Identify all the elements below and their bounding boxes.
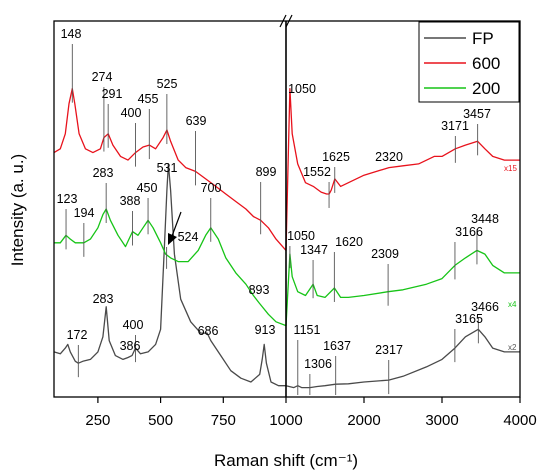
peak-label-fp-1151: 1151 <box>294 323 321 337</box>
scale-label-200: x4 <box>508 300 517 309</box>
peak-label-600-525: 525 <box>157 77 178 91</box>
peak-label-fp-3165: 3165 <box>455 312 483 326</box>
peak-label-fp-686: 686 <box>198 324 219 338</box>
peak-label-fp-3466: 3466 <box>471 300 499 314</box>
peak-label-600-3457: 3457 <box>463 107 491 121</box>
legend-label-200: 200 <box>472 79 500 98</box>
scale-label-fp: x2 <box>508 343 517 352</box>
scale-label-600: x15 <box>504 164 517 173</box>
series-line-fp <box>53 163 520 389</box>
x-axis-title: Raman shift (cm⁻¹) <box>214 451 358 470</box>
peak-label-600-2320: 2320 <box>375 150 403 164</box>
x-tick-label-0-250: 250 <box>85 412 110 429</box>
peak-label-200-3448: 3448 <box>471 212 499 226</box>
peak-label-fp-531: 531 <box>157 161 178 175</box>
series-layer <box>53 88 520 389</box>
peak-label-200-1620: 1620 <box>335 235 363 249</box>
arrow-531 <box>168 211 182 245</box>
legend-label-600: 600 <box>472 54 500 73</box>
x-tick-label-1-4000: 4000 <box>503 412 536 429</box>
peak-marker-layer <box>65 44 479 395</box>
peak-label-600-1552: 1552 <box>303 165 331 179</box>
peak-label-fp-172: 172 <box>67 328 88 342</box>
peak-label-600-455: 455 <box>138 92 159 106</box>
x-tick-label-0-500: 500 <box>148 412 173 429</box>
axis-break-mark <box>279 14 293 28</box>
peak-label-200-283: 283 <box>93 166 114 180</box>
peak-label-200-2309: 2309 <box>371 247 399 261</box>
peak-label-fp-386: 386 <box>120 339 141 353</box>
peak-label-200-1050: 1050 <box>287 229 315 243</box>
peak-label-600-400: 400 <box>121 106 142 120</box>
legend: FP 600 200 <box>418 21 520 103</box>
peak-label-fp-2317: 2317 <box>375 343 403 357</box>
peak-label-600-1050: 1050 <box>288 82 316 96</box>
peak-label-200-194: 194 <box>74 206 95 220</box>
peak-label-200-3166: 3166 <box>455 225 483 239</box>
peak-label-600-899: 899 <box>256 165 277 179</box>
peak-label-200-700: 700 <box>201 181 222 195</box>
peak-label-600-274: 274 <box>92 70 113 84</box>
peak-label-200-123: 123 <box>57 192 78 206</box>
tick-layer: 250 500 750 1000 2000 3000 4000 <box>85 397 537 429</box>
series-line-600 <box>53 88 520 252</box>
peak-label-600-3171: 3171 <box>441 119 469 133</box>
legend-label-fp: FP <box>472 29 494 48</box>
peak-label-600-639: 639 <box>186 114 207 128</box>
peak-label-200-1347: 1347 <box>300 243 328 257</box>
peak-label-600-148: 148 <box>61 27 82 41</box>
peak-label-600-1625: 1625 <box>322 150 350 164</box>
peak-label-fp-400: 400 <box>123 318 144 332</box>
x-tick-label-1-2000: 2000 <box>347 412 380 429</box>
peak-label-200-388: 388 <box>120 194 141 208</box>
plot-frame <box>53 20 521 398</box>
peak-label-fp-913: 913 <box>255 323 276 337</box>
legend-box <box>418 21 520 103</box>
peak-label-fp-1637: 1637 <box>323 339 351 353</box>
y-axis-title: Intensity (a. u.) <box>8 154 27 266</box>
peak-label-200-524: 524 <box>178 230 199 244</box>
x-tick-label-0-1000: 1000 <box>269 412 302 429</box>
peak-label-200-450: 450 <box>137 181 158 195</box>
peak-label-600-291: 291 <box>102 87 123 101</box>
peak-label-200-893: 893 <box>249 283 270 297</box>
series-line-200 <box>54 208 520 327</box>
peak-label-fp-1306: 1306 <box>304 357 332 371</box>
x-tick-label-0-750: 750 <box>211 412 236 429</box>
x-tick-label-1-3000: 3000 <box>425 412 458 429</box>
peak-label-fp-283: 283 <box>93 292 114 306</box>
